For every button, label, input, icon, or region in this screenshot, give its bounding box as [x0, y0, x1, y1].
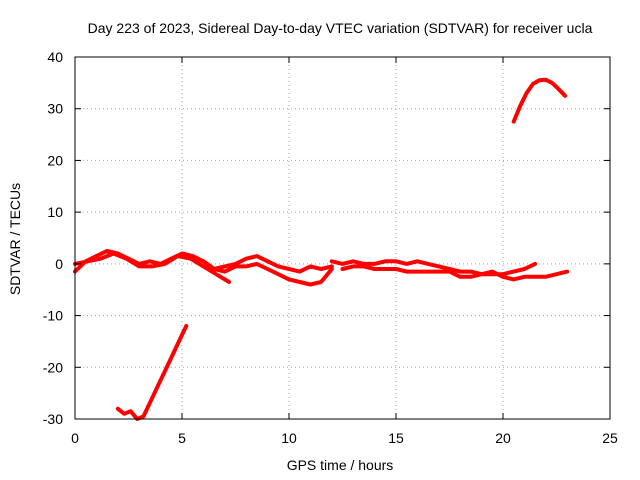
series-layer — [73, 77, 570, 421]
y-axis-label: SDTVAR / TECUs — [7, 183, 23, 295]
y-tick-label: -10 — [43, 308, 63, 324]
x-tick-label: 25 — [602, 430, 618, 446]
y-tick-label: 30 — [47, 101, 63, 117]
grid-layer — [75, 57, 610, 419]
x-tick-label: 15 — [388, 430, 404, 446]
chart-title: Day 223 of 2023, Sidereal Day-to-day VTE… — [88, 20, 593, 36]
y-tick-label: 0 — [55, 256, 63, 272]
series-line-low-ramp — [115, 323, 189, 421]
x-tick-label: 10 — [281, 430, 297, 446]
y-tick-label: 10 — [47, 204, 63, 220]
y-tick-label: -20 — [43, 359, 63, 375]
y-tick-label: 20 — [47, 152, 63, 168]
tick-layer: 0 5 10 15 20 25 -30 -20 -10 0 10 20 30 40 — [43, 49, 618, 446]
y-tick-label: -30 — [43, 411, 63, 427]
x-tick-label: 0 — [71, 430, 79, 446]
x-tick-label: 20 — [495, 430, 511, 446]
series-line-band-b — [73, 251, 232, 284]
x-tick-label: 5 — [178, 430, 186, 446]
y-tick-label: 40 — [47, 49, 63, 65]
series-line-high-arc — [511, 77, 568, 124]
x-axis-label: GPS time / hours — [287, 457, 394, 473]
series-line-band-e — [340, 264, 570, 282]
series-line-band-c — [201, 259, 334, 287]
plot-frame — [74, 56, 611, 420]
